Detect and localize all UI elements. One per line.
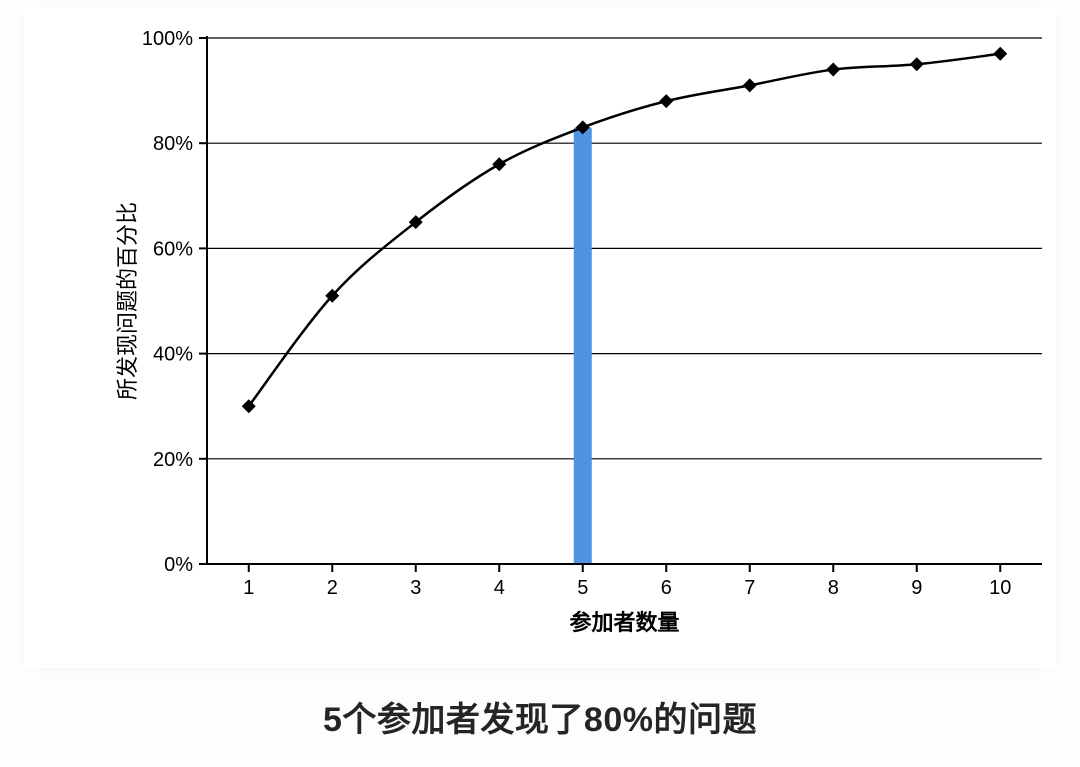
svg-text:0%: 0% <box>164 554 193 576</box>
svg-text:100%: 100% <box>142 28 193 50</box>
chart-card: 0% 20% 40% 60% 80% 100% 1 2 3 4 5 6 7 8 9 10 所发现问题的百分比参加… <box>24 8 1056 668</box>
svg-text:3: 3 <box>410 577 421 599</box>
svg-text:8: 8 <box>828 577 839 599</box>
line-chart: 0% 20% 40% 60% 80% 100% 1 2 3 4 5 6 7 8 9 10 所发现问题的百分比参加… <box>24 8 1056 668</box>
svg-text:7: 7 <box>744 577 755 599</box>
svg-text:5: 5 <box>577 577 588 599</box>
svg-text:参加者数量: 参加者数量 <box>569 610 679 635</box>
svg-text:20%: 20% <box>153 449 193 471</box>
svg-text:60%: 60% <box>153 238 193 260</box>
svg-text:10: 10 <box>989 577 1011 599</box>
svg-text:9: 9 <box>911 577 922 599</box>
svg-text:80%: 80% <box>153 133 193 155</box>
svg-text:2: 2 <box>327 577 338 599</box>
svg-text:40%: 40% <box>153 344 193 366</box>
svg-text:所发现问题的百分比: 所发现问题的百分比 <box>115 202 140 400</box>
svg-text:4: 4 <box>494 577 505 599</box>
chart-caption: 5个参加者发现了80%的问题 <box>0 692 1080 741</box>
svg-text:6: 6 <box>661 577 672 599</box>
caption-text: 5个参加者发现了80%的问题 <box>323 701 757 739</box>
svg-text:1: 1 <box>243 577 254 599</box>
